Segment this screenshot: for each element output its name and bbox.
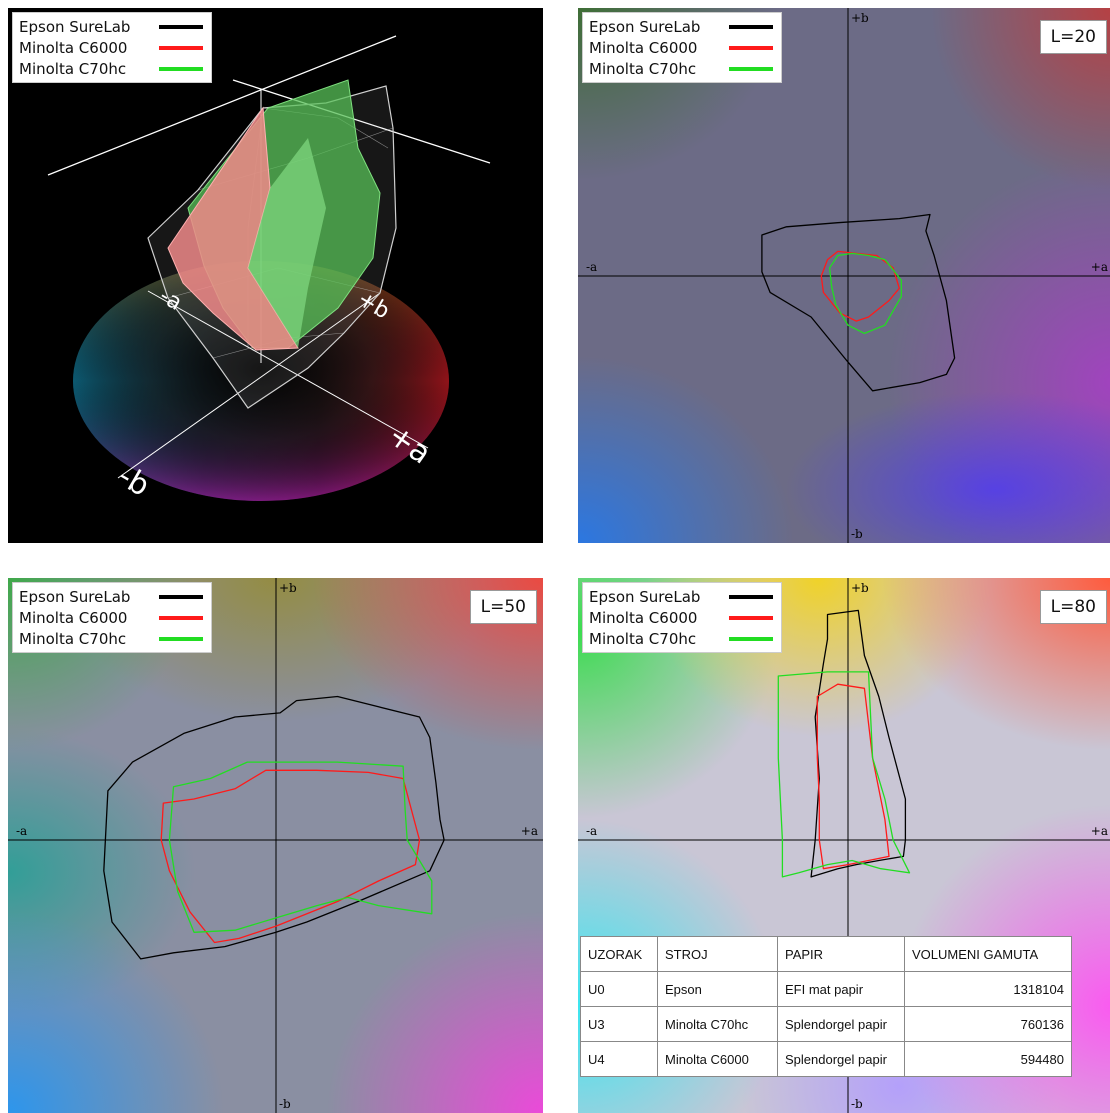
axis-label-plus-b: +b [851, 581, 869, 595]
slice-l80-plot: -a +a +b -b [578, 578, 1110, 1113]
legend: Epson SureLab Minolta C6000 Minolta C70h… [582, 582, 782, 653]
gamut-outline-minolta-c70hc [777, 671, 911, 878]
axis-label-plus-a: +a [521, 824, 538, 838]
table-cell: U3 [580, 1006, 658, 1042]
gamut-outline-minolta-c6000 [160, 769, 421, 944]
gamut-outline-epson-surelab [761, 213, 956, 392]
table-header-row: UZORAK STROJ PAPIR VOLUMENI GAMUTA [580, 936, 1072, 972]
legend-item-epson: Epson SureLab [19, 586, 203, 607]
lightness-label: L=20 [1039, 20, 1107, 54]
legend-item-epson: Epson SureLab [589, 16, 773, 37]
axis-label-minus-a: -a [16, 824, 27, 838]
axis-label-minus-b: -b [279, 1097, 291, 1111]
axis-label-minus-a: -a [586, 260, 597, 274]
axis-label-minus-b: -b [851, 527, 863, 541]
legend-item-c6000: Minolta C6000 [19, 607, 203, 628]
c70hc-front-face [248, 138, 326, 348]
table-cell: U0 [580, 971, 658, 1007]
legend-item-c70hc: Minolta C70hc [589, 58, 773, 79]
table-cell: EFI mat papir [777, 971, 905, 1007]
top-axis-1 [47, 35, 397, 176]
table-header: PAPIR [777, 936, 905, 972]
gamut-volume-table: UZORAK STROJ PAPIR VOLUMENI GAMUTA U0 Ep… [580, 936, 1072, 1077]
legend-item-c70hc: Minolta C70hc [19, 628, 203, 649]
legend-item-c6000: Minolta C6000 [589, 607, 773, 628]
table-header: UZORAK [580, 936, 658, 972]
lightness-label: L=50 [469, 590, 537, 624]
slice-l20-plot: -a +a +b -b [578, 8, 1110, 543]
table-header: STROJ [657, 936, 778, 972]
table-cell: Splendorgel papir [777, 1006, 905, 1042]
table-row: U3 Minolta C70hc Splendorgel papir 76013… [580, 1006, 1072, 1042]
slice-l50-plot: -a +a +b -b [8, 578, 543, 1113]
axis-label-plus-b: +b [279, 581, 297, 595]
table-row: U0 Epson EFI mat papir 1318104 [580, 971, 1072, 1007]
table-cell: Minolta C6000 [657, 1041, 778, 1077]
gamut-outline-minolta-c70hc [168, 761, 433, 933]
axis-label-minus-a: -a [586, 824, 597, 838]
axis-label-minus-b: -b [851, 1097, 863, 1111]
disc-b-axis [117, 292, 381, 479]
gamut-outline-epson-surelab [103, 695, 445, 960]
table-cell: 594480 [904, 1041, 1072, 1077]
gamut-outline-minolta-c70hc [828, 252, 902, 335]
legend-item-c70hc: Minolta C70hc [19, 58, 203, 79]
table-cell: Minolta C70hc [657, 1006, 778, 1042]
table-header: VOLUMENI GAMUTA [904, 936, 1072, 972]
disc-a-axis [147, 290, 429, 449]
table-cell: 1318104 [904, 971, 1072, 1007]
gamut-outline-epson-surelab [810, 609, 907, 878]
top-axis-2 [232, 79, 491, 164]
axis-label-plus-a: +a [1091, 260, 1108, 274]
slice-l80-panel: -a +a +b -b Epson SureLab Minolta C6000 Min… [578, 578, 1110, 1113]
table-cell: Splendorgel papir [777, 1041, 905, 1077]
lightness-label: L=80 [1039, 590, 1107, 624]
legend-item-c6000: Minolta C6000 [19, 37, 203, 58]
gamut-outline-minolta-c6000 [816, 683, 890, 870]
legend-item-c70hc: Minolta C70hc [589, 628, 773, 649]
slice-l50-panel: -a +a +b -b Epson SureLab Minolta C6000 Min… [8, 578, 543, 1113]
gamut-3d-panel: -a +b +a -b Epson SureLab Minolta C6000 … [8, 8, 543, 543]
legend-item-epson: Epson SureLab [19, 16, 203, 37]
axis-label-plus-a: +a [1091, 824, 1108, 838]
table-cell: U4 [580, 1041, 658, 1077]
table-cell: 760136 [904, 1006, 1072, 1042]
legend-item-epson: Epson SureLab [589, 586, 773, 607]
slice-l20-panel: -a +a +b -b Epson SureLab Minolta C6000 Min… [578, 8, 1110, 543]
table-row: U4 Minolta C6000 Splendorgel papir 59448… [580, 1041, 1072, 1077]
legend: Epson SureLab Minolta C6000 Minolta C70h… [582, 12, 782, 83]
table-cell: Epson [657, 971, 778, 1007]
legend: Epson SureLab Minolta C6000 Minolta C70h… [12, 582, 212, 653]
axis-label-plus-b: +b [851, 11, 869, 25]
gamut-3d-view: -a +b +a -b [47, 35, 491, 504]
legend: Epson SureLab Minolta C6000 Minolta C70h… [12, 12, 212, 83]
legend-item-c6000: Minolta C6000 [589, 37, 773, 58]
